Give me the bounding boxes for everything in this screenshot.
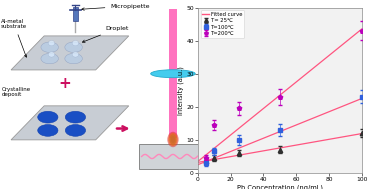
Ellipse shape [170,134,176,145]
Ellipse shape [48,40,55,46]
Ellipse shape [171,136,175,143]
Polygon shape [11,106,129,140]
Ellipse shape [72,40,79,46]
Ellipse shape [48,52,55,57]
Ellipse shape [41,53,59,64]
Ellipse shape [65,53,82,64]
Text: Crystalline
deposit: Crystalline deposit [2,87,31,97]
FancyBboxPatch shape [138,144,208,169]
Ellipse shape [65,125,85,136]
Y-axis label: Intensity (a.u.): Intensity (a.u.) [178,66,184,115]
Text: +: + [58,76,71,91]
Text: Heating: Heating [208,153,242,162]
Ellipse shape [38,111,58,123]
Ellipse shape [72,52,79,57]
X-axis label: Pb Concentration (ng/mL): Pb Concentration (ng/mL) [237,184,323,189]
Ellipse shape [41,42,59,52]
Legend: Fitted curve, T= 25℃, T=100℃, T=200℃: Fitted curve, T= 25℃, T=100℃, T=200℃ [201,10,244,38]
Text: Droplet: Droplet [82,26,128,42]
Ellipse shape [167,132,178,147]
FancyBboxPatch shape [73,7,78,21]
Text: Micropipette: Micropipette [82,4,150,10]
Ellipse shape [38,125,58,136]
Polygon shape [11,36,129,70]
Ellipse shape [151,70,195,78]
Text: Al-metal
substrate: Al-metal substrate [1,19,27,57]
FancyBboxPatch shape [210,147,240,169]
Bar [169,9,177,138]
Ellipse shape [65,111,85,123]
Ellipse shape [168,133,178,146]
Ellipse shape [65,42,82,52]
